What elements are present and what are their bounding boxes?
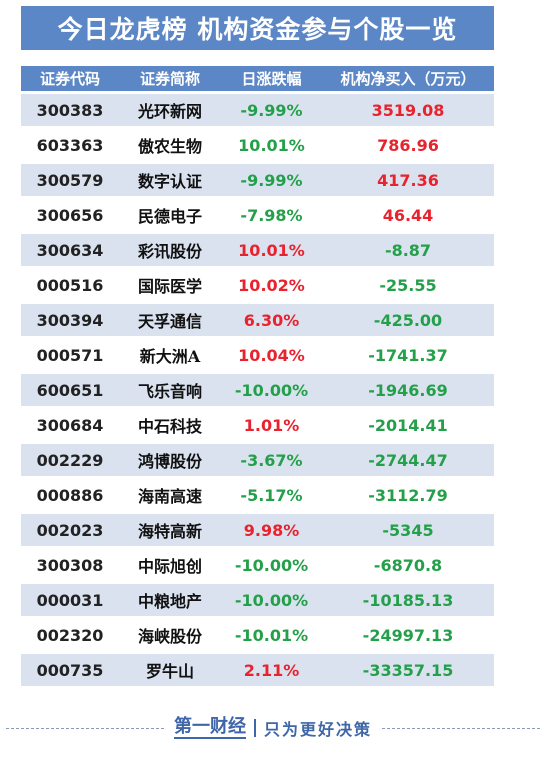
brand-slogan: 只为更好决策	[264, 720, 373, 739]
stock-code: 000735	[21, 654, 119, 686]
institution-net-buy: -24997.13	[322, 619, 494, 651]
table-row: 300383 光环新网 -9.99% 3519.08	[21, 94, 494, 126]
stock-name: 民德电子	[119, 199, 221, 231]
institution-net-buy: -33357.15	[322, 654, 494, 686]
footer-divider-right	[382, 727, 541, 729]
table-row: 002229 鸿博股份 -3.67% -2744.47	[21, 444, 494, 476]
stock-name: 光环新网	[119, 94, 221, 126]
stock-code: 300684	[21, 409, 119, 441]
brand-logo: 第一财经	[174, 716, 246, 739]
stock-name: 国际医学	[119, 269, 221, 301]
daily-change: -7.98%	[221, 199, 322, 231]
stock-code: 002023	[21, 514, 119, 546]
table-row: 000571 新大洲A 10.04% -1741.37	[21, 339, 494, 371]
daily-change: -10.00%	[221, 549, 322, 581]
table-row: 600651 飞乐音响 -10.00% -1946.69	[21, 374, 494, 406]
daily-change: -5.17%	[221, 479, 322, 511]
stock-name: 中粮地产	[119, 584, 221, 616]
stock-code: 000886	[21, 479, 119, 511]
stock-name: 数字认证	[119, 164, 221, 196]
daily-change: 10.02%	[221, 269, 322, 301]
daily-change: -10.00%	[221, 374, 322, 406]
stock-name: 飞乐音响	[119, 374, 221, 406]
table-row: 300656 民德电子 -7.98% 46.44	[21, 199, 494, 231]
stock-name: 海南高速	[119, 479, 221, 511]
institution-net-buy: 46.44	[322, 199, 494, 231]
stock-code: 002320	[21, 619, 119, 651]
column-header-net-buy: 机构净买入（万元）	[322, 66, 494, 91]
table-row: 000735 罗牛山 2.11% -33357.15	[21, 654, 494, 686]
stock-name: 罗牛山	[119, 654, 221, 686]
stock-code: 002229	[21, 444, 119, 476]
daily-change: -10.01%	[221, 619, 322, 651]
stock-code: 300656	[21, 199, 119, 231]
stock-code: 300383	[21, 94, 119, 126]
stock-name: 彩讯股份	[119, 234, 221, 266]
stock-code: 300634	[21, 234, 119, 266]
stock-code: 000571	[21, 339, 119, 371]
table-row: 000031 中粮地产 -10.00% -10185.13	[21, 584, 494, 616]
daily-change: -10.00%	[221, 584, 322, 616]
stock-code: 603363	[21, 129, 119, 161]
stock-name: 新大洲A	[119, 339, 221, 371]
table-row: 300634 彩讯股份 10.01% -8.87	[21, 234, 494, 266]
daily-change: -3.67%	[221, 444, 322, 476]
stock-name: 中石科技	[119, 409, 221, 441]
brand-separator	[254, 719, 256, 737]
institution-net-buy: -2014.41	[322, 409, 494, 441]
footer-divider-left	[6, 727, 164, 729]
institution-net-buy: -10185.13	[322, 584, 494, 616]
daily-change: -9.99%	[221, 164, 322, 196]
institution-net-buy: -5345	[322, 514, 494, 546]
institution-net-buy: 3519.08	[322, 94, 494, 126]
table-row: 000516 国际医学 10.02% -25.55	[21, 269, 494, 301]
column-header-code: 证券代码	[21, 66, 119, 91]
stock-name: 傲农生物	[119, 129, 221, 161]
daily-change: 1.01%	[221, 409, 322, 441]
daily-change: 6.30%	[221, 304, 322, 336]
institution-net-buy: -1946.69	[322, 374, 494, 406]
stock-name: 中际旭创	[119, 549, 221, 581]
stock-code: 000516	[21, 269, 119, 301]
daily-change: -9.99%	[221, 94, 322, 126]
table-row: 300308 中际旭创 -10.00% -6870.8	[21, 549, 494, 581]
table-row: 300394 天孚通信 6.30% -425.00	[21, 304, 494, 336]
stock-code: 300579	[21, 164, 119, 196]
column-header-change: 日涨跌幅	[221, 66, 322, 91]
page-title: 今日龙虎榜 机构资金参与个股一览	[21, 6, 494, 50]
stock-name: 鸿博股份	[119, 444, 221, 476]
table-header-row: 证券代码 证券简称 日涨跌幅 机构净买入（万元）	[21, 66, 494, 91]
stock-name: 天孚通信	[119, 304, 221, 336]
stock-code: 600651	[21, 374, 119, 406]
table-row: 300579 数字认证 -9.99% 417.36	[21, 164, 494, 196]
footer: 第一财经 只为更好决策	[0, 712, 546, 744]
table-row: 300684 中石科技 1.01% -2014.41	[21, 409, 494, 441]
daily-change: 10.04%	[221, 339, 322, 371]
table-row: 000886 海南高速 -5.17% -3112.79	[21, 479, 494, 511]
institution-trading-table: 证券代码 证券简称 日涨跌幅 机构净买入（万元） 300383 光环新网 -9.99…	[21, 63, 494, 689]
daily-change: 9.98%	[221, 514, 322, 546]
stock-code: 300308	[21, 549, 119, 581]
daily-change: 10.01%	[221, 129, 322, 161]
column-header-name: 证券简称	[119, 66, 221, 91]
institution-net-buy: -425.00	[322, 304, 494, 336]
table-row: 002320 海峡股份 -10.01% -24997.13	[21, 619, 494, 651]
institution-net-buy: -8.87	[322, 234, 494, 266]
table-row: 002023 海特高新 9.98% -5345	[21, 514, 494, 546]
footer-brand: 第一财经 只为更好决策	[170, 716, 376, 740]
daily-change: 10.01%	[221, 234, 322, 266]
stock-name: 海特高新	[119, 514, 221, 546]
stock-code: 000031	[21, 584, 119, 616]
institution-net-buy: 786.96	[322, 129, 494, 161]
institution-net-buy: -2744.47	[322, 444, 494, 476]
table-row: 603363 傲农生物 10.01% 786.96	[21, 129, 494, 161]
institution-net-buy: -1741.37	[322, 339, 494, 371]
stock-name: 海峡股份	[119, 619, 221, 651]
institution-net-buy: -6870.8	[322, 549, 494, 581]
stock-code: 300394	[21, 304, 119, 336]
institution-net-buy: 417.36	[322, 164, 494, 196]
institution-net-buy: -3112.79	[322, 479, 494, 511]
daily-change: 2.11%	[221, 654, 322, 686]
institution-net-buy: -25.55	[322, 269, 494, 301]
